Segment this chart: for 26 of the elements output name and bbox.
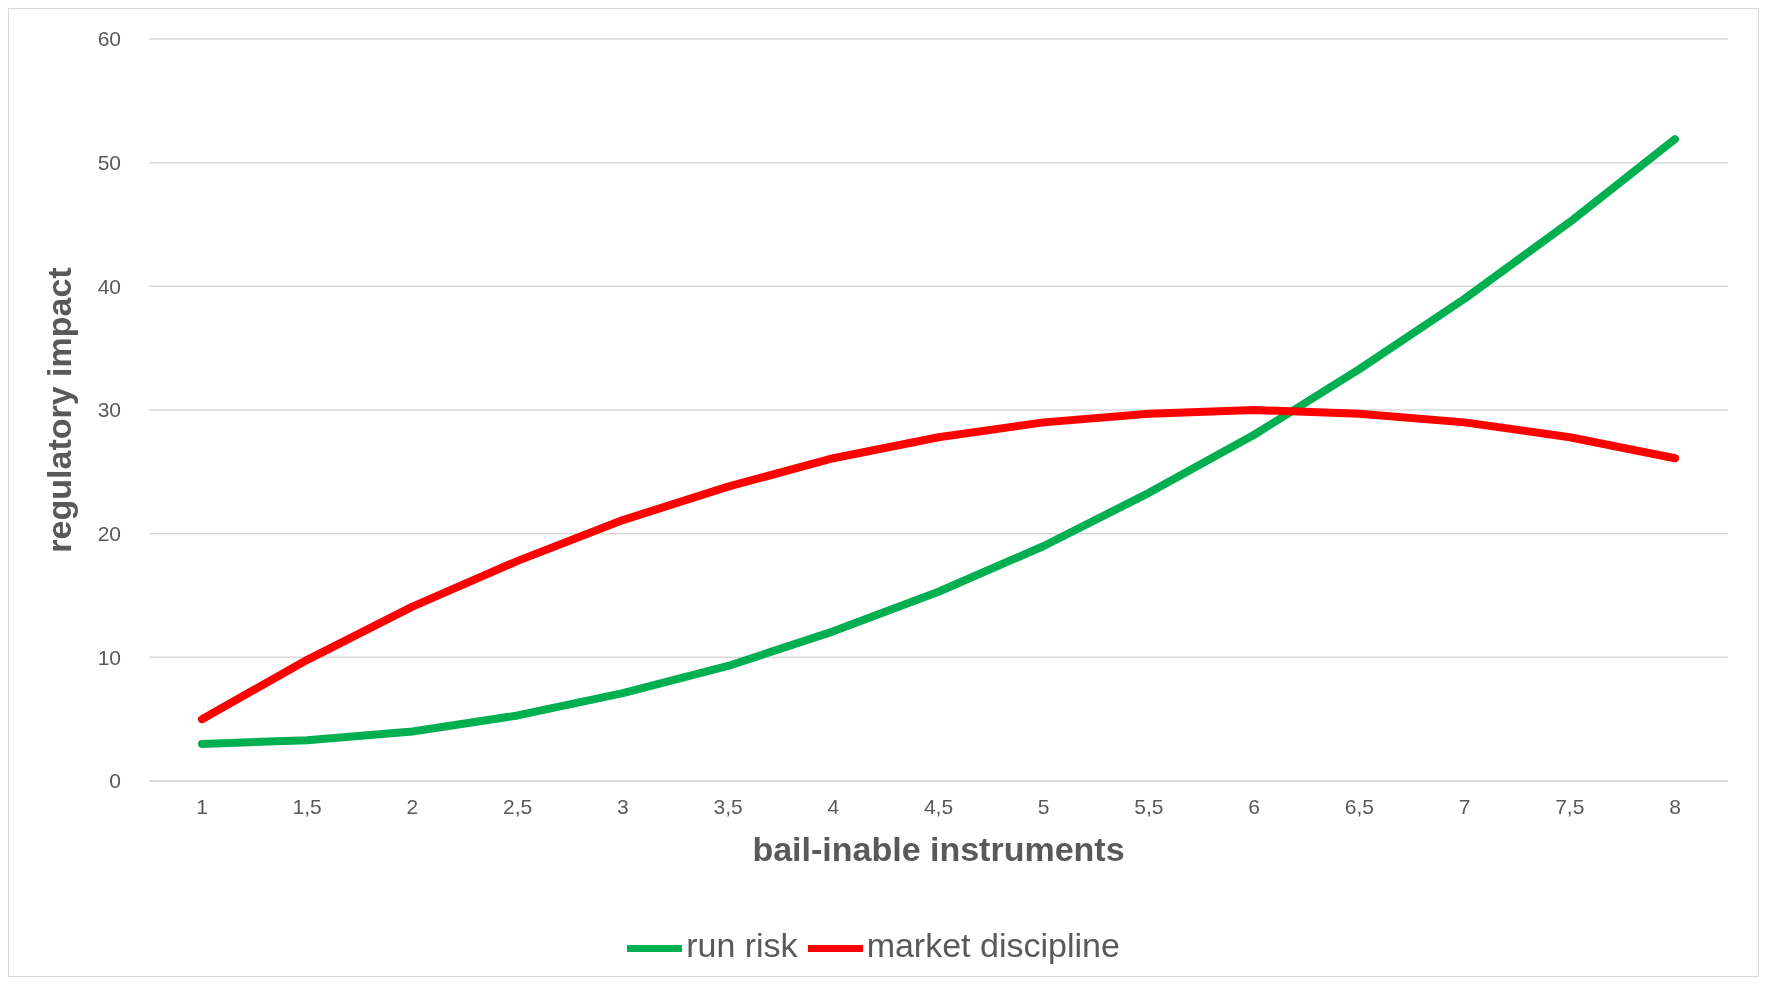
x-tick-label: 7	[1458, 794, 1471, 818]
legend-label: market discipline	[866, 926, 1120, 965]
x-tick-label: 5	[1037, 794, 1050, 818]
x-tick-label: 2	[406, 794, 419, 818]
x-tick-label: 7,5	[1555, 794, 1585, 818]
y-tick-label: 40	[97, 274, 121, 298]
y-tick-label: 0	[109, 769, 121, 793]
x-tick-label: 5,5	[1134, 794, 1164, 818]
x-tick-label: 4	[827, 794, 840, 818]
x-tick-label: 6,5	[1344, 794, 1374, 818]
x-tick-label: 1,5	[292, 794, 322, 818]
x-axis-title: bail-inable instruments	[752, 830, 1125, 868]
y-axis-title: regulatory impact	[40, 267, 79, 553]
x-tick-label: 6	[1248, 794, 1260, 818]
y-tick-label: 10	[97, 645, 121, 669]
y-tick-label: 50	[97, 151, 121, 175]
y-tick-label: 30	[97, 398, 121, 422]
y-tick-label: 60	[97, 27, 121, 51]
x-tick-label: 8	[1669, 794, 1681, 818]
x-tick-label: 3	[617, 794, 629, 818]
x-tick-label: 1	[196, 794, 208, 818]
y-tick-label: 20	[97, 522, 121, 546]
x-tick-label: 2,5	[503, 794, 533, 818]
x-tick-label: 3,5	[713, 794, 743, 818]
legend-label: run risk	[686, 926, 798, 965]
x-tick-label: 4,5	[923, 794, 954, 818]
